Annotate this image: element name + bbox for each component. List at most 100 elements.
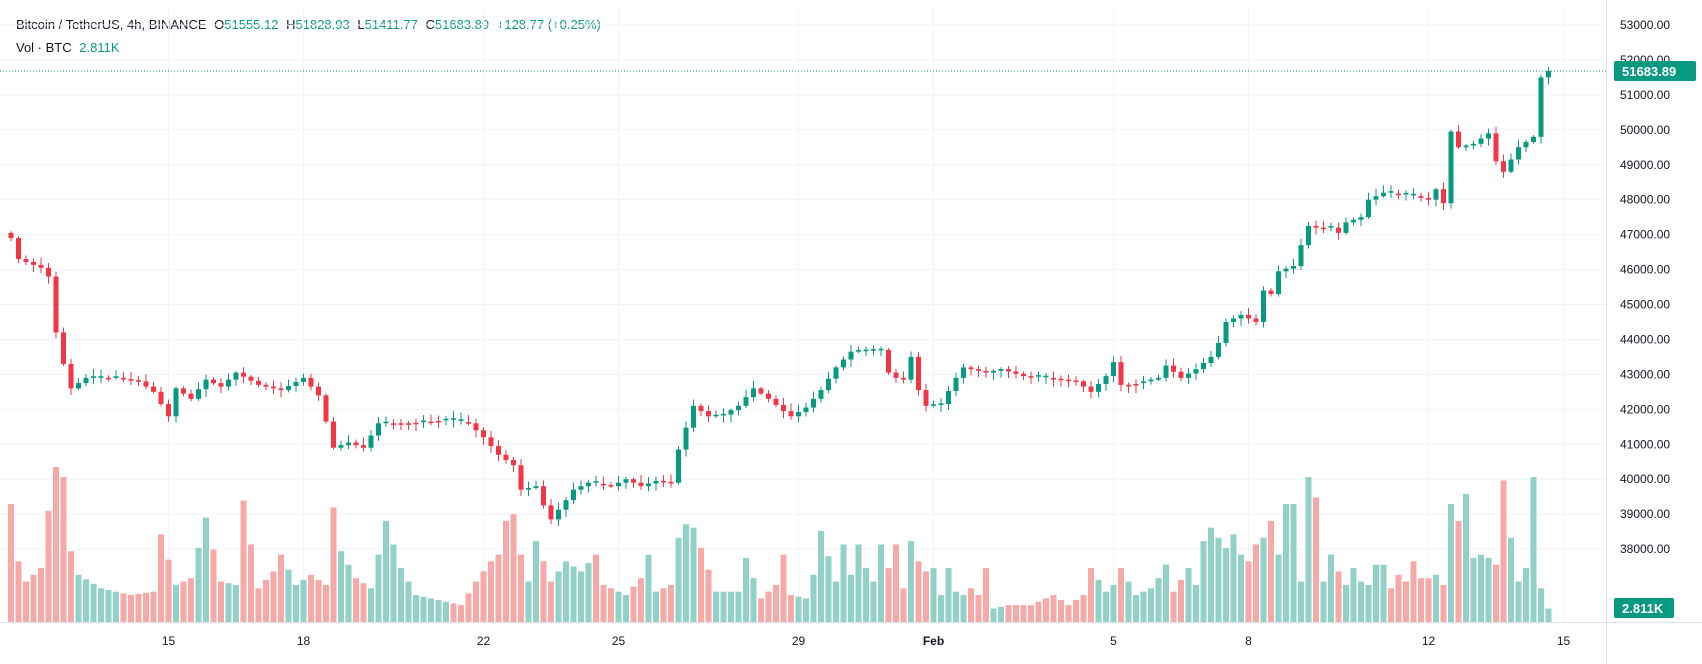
candle	[308, 373, 314, 391]
volume-bar	[90, 583, 97, 622]
candle	[811, 391, 816, 413]
volume-bar	[563, 561, 569, 622]
volume-bar	[1283, 504, 1289, 622]
candle	[1133, 379, 1139, 394]
volume-bar	[1103, 591, 1109, 622]
volume-bar	[8, 504, 14, 622]
volume-bar	[135, 593, 142, 622]
volume-bar	[1403, 581, 1409, 622]
candle	[121, 372, 126, 383]
candle	[248, 375, 254, 386]
candle	[1186, 367, 1191, 384]
candle	[1501, 154, 1506, 178]
volume-bar	[488, 561, 494, 622]
volume-bar	[1065, 605, 1072, 622]
volume-bar	[1290, 504, 1297, 622]
candle	[691, 399, 696, 432]
candle	[916, 352, 921, 396]
candle	[1193, 363, 1199, 380]
price-tick-label: 51000.00	[1620, 88, 1670, 102]
candle	[1343, 217, 1349, 235]
volume-bar	[1275, 554, 1282, 622]
volume-bar	[278, 554, 284, 622]
candle	[413, 418, 419, 432]
volume-series	[8, 467, 1552, 622]
volume-bar	[1020, 605, 1027, 622]
candle	[833, 365, 839, 384]
candle	[421, 415, 426, 429]
volume-bar	[323, 584, 329, 622]
volume-bar	[158, 534, 164, 622]
volume-bar	[1268, 520, 1274, 622]
candle	[91, 369, 96, 384]
volume-bar	[1133, 595, 1139, 622]
candle	[968, 365, 974, 376]
candle	[766, 390, 771, 403]
volume-bar	[98, 588, 104, 622]
candle	[143, 374, 149, 389]
candle	[1321, 220, 1326, 234]
volume-bar	[1200, 541, 1207, 622]
volume-label[interactable]: Vol · BTC	[16, 40, 72, 55]
volume-bar	[180, 581, 187, 622]
candle	[38, 257, 44, 274]
price-tick-label: 46000.00	[1620, 263, 1670, 277]
date-tick-label: 5	[1110, 634, 1117, 648]
candle	[556, 502, 561, 526]
volume-bar	[1073, 600, 1079, 622]
candle	[1126, 382, 1131, 394]
price-tick-label: 45000.00	[1620, 298, 1670, 312]
candle	[46, 263, 51, 284]
price-axis[interactable]: 53000.0052000.0051000.0050000.0049000.00…	[1620, 18, 1670, 556]
candle	[1148, 376, 1154, 385]
candle	[721, 408, 726, 423]
candle	[181, 386, 186, 397]
time-axis[interactable]: 15 18 22 25 29 Feb 5 8 12 15	[162, 634, 1571, 648]
candle	[841, 356, 846, 371]
volume-bar	[1350, 568, 1357, 622]
candle	[871, 345, 876, 356]
price-tick-label: 38000.00	[1620, 542, 1670, 556]
candle	[1216, 335, 1221, 360]
date-tick-label: 25	[612, 634, 626, 648]
volume-bar	[1365, 584, 1372, 622]
candle	[31, 258, 36, 272]
volume-bar	[765, 591, 772, 622]
candle	[698, 403, 704, 417]
volume-bar	[1230, 534, 1237, 622]
volume-bar	[45, 510, 52, 622]
volume-bar	[1028, 605, 1034, 622]
volume-bar	[38, 568, 44, 622]
volume-bar	[293, 584, 299, 622]
volume-bar	[990, 608, 997, 622]
date-tick-label: 18	[297, 634, 311, 648]
volume-bar	[1095, 579, 1102, 622]
candle	[1208, 351, 1214, 367]
candle	[758, 386, 764, 396]
volume-bar	[1185, 568, 1192, 622]
candle	[436, 415, 441, 428]
volume-bar	[1463, 493, 1469, 622]
volume-bar	[105, 589, 112, 622]
volume-bar	[1418, 578, 1424, 622]
volume-bar	[495, 554, 502, 622]
volume-bar	[1305, 477, 1312, 622]
candle	[458, 412, 464, 425]
candle	[601, 476, 606, 490]
candle	[53, 271, 59, 339]
volume-bar	[803, 598, 809, 622]
candle	[98, 369, 104, 384]
candle	[668, 474, 674, 488]
volume-bar	[1358, 581, 1364, 622]
candle	[241, 367, 246, 384]
volume-bar	[720, 591, 727, 622]
candle	[293, 377, 299, 392]
volume-bar	[458, 605, 464, 622]
volume-bar	[840, 544, 847, 622]
candle	[1111, 356, 1116, 383]
candle	[301, 373, 306, 386]
volume-bar	[1455, 520, 1462, 622]
volume-bar	[743, 557, 749, 622]
candle	[1328, 222, 1334, 232]
